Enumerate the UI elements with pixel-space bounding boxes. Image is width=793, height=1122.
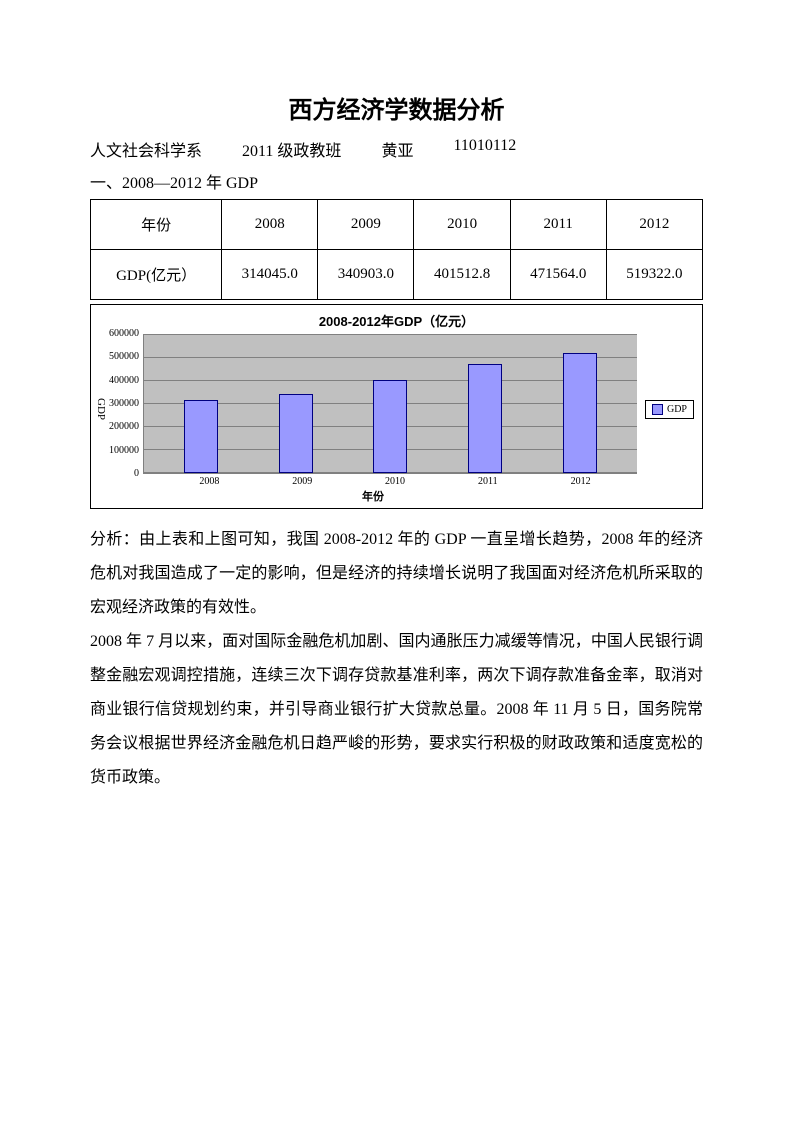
table-header-cell: 2012 <box>606 200 702 250</box>
author-line: 人文社会科学系 2011 级政教班 黄亚 11010112 <box>90 137 703 161</box>
legend-label: GDP <box>667 404 687 415</box>
table-cell: 401512.8 <box>414 250 510 300</box>
table-header-cell: 年份 <box>91 200 222 250</box>
chart-xlabel: 年份 <box>109 488 637 504</box>
legend-swatch <box>652 404 663 415</box>
chart-ylabel: GDP <box>95 334 109 504</box>
table-row: 年份 2008 2009 2010 2011 2012 <box>91 200 703 250</box>
author-dept: 人文社会科学系 <box>90 137 202 161</box>
paragraph: 分析：由上表和上图可知，我国 2008-2012 年的 GDP 一直呈增长趋势，… <box>90 523 703 625</box>
bar <box>373 380 407 473</box>
chart-xticks: 2008 2009 2010 2011 2012 <box>153 474 637 487</box>
analysis-text: 分析：由上表和上图可知，我国 2008-2012 年的 GDP 一直呈增长趋势，… <box>90 523 703 795</box>
bar <box>184 400 218 473</box>
table-header-cell: 2008 <box>222 200 318 250</box>
gdp-chart: 2008-2012年GDP（亿元） GDP 0 100000 200000 30… <box>90 304 703 509</box>
table-header-cell: 2010 <box>414 200 510 250</box>
section-heading: 一、2008—2012 年 GDP <box>90 169 703 193</box>
xtick: 2010 <box>378 476 412 487</box>
bar <box>279 394 313 473</box>
table-row: GDP(亿元） 314045.0 340903.0 401512.8 47156… <box>91 250 703 300</box>
chart-title: 2008-2012年GDP（亿元） <box>95 311 698 330</box>
chart-plot-area <box>143 334 637 474</box>
bar <box>468 364 502 473</box>
author-class: 2011 级政教班 <box>242 137 341 161</box>
xtick: 2009 <box>285 476 319 487</box>
paragraph: 2008 年 7 月以来，面对国际金融危机加剧、国内通胀压力减缓等情况，中国人民… <box>90 625 703 795</box>
table-cell: 340903.0 <box>318 250 414 300</box>
author-name: 黄亚 <box>381 137 413 161</box>
table-header-cell: 2009 <box>318 200 414 250</box>
table-cell: 314045.0 <box>222 250 318 300</box>
gdp-table: 年份 2008 2009 2010 2011 2012 GDP(亿元） 3140… <box>90 199 703 300</box>
xtick: 2011 <box>471 476 505 487</box>
bar <box>563 353 597 473</box>
xtick: 2008 <box>192 476 226 487</box>
chart-legend: GDP <box>645 400 694 419</box>
table-cell: 519322.0 <box>606 250 702 300</box>
chart-yticks: 0 100000 200000 300000 400000 500000 600… <box>109 334 143 474</box>
xtick: 2012 <box>564 476 598 487</box>
table-header-cell: 2011 <box>510 200 606 250</box>
table-cell: 471564.0 <box>510 250 606 300</box>
gridline <box>144 334 637 335</box>
table-row-label: GDP(亿元） <box>91 250 222 300</box>
page-title: 西方经济学数据分析 <box>90 90 703 125</box>
author-id: 11010112 <box>453 137 516 161</box>
